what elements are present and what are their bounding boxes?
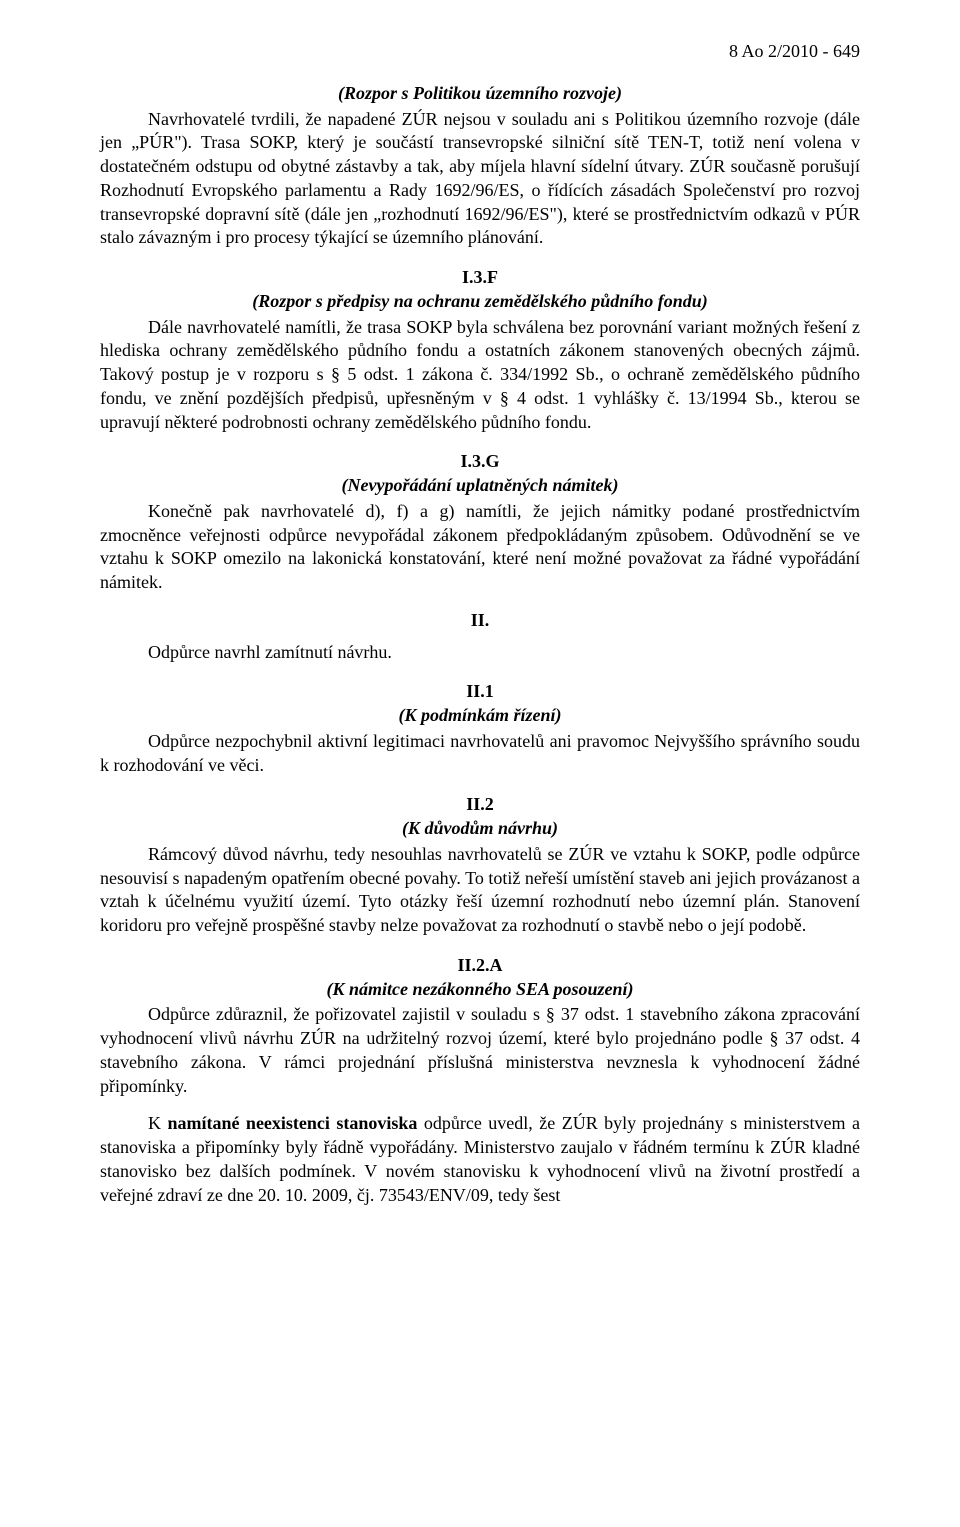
- paragraph-s6-p1: Rámcový důvod návrhu, tedy nesouhlas nav…: [100, 843, 860, 938]
- document-page: 8 Ao 2/2010 - 649 (Rozpor s Politikou úz…: [0, 0, 960, 1527]
- section-title-2: (Rozpor s předpisy na ochranu zemědělské…: [100, 290, 860, 314]
- section-num-5: II.1: [100, 680, 860, 704]
- paragraph-s2-p1: Dále navrhovatelé namítli, že trasa SOKP…: [100, 316, 860, 435]
- section-title-1: (Rozpor s Politikou územního rozvoje): [100, 82, 860, 106]
- section-num-3: I.3.G: [100, 450, 860, 474]
- paragraph-s7-p1: Odpůrce zdůraznil, že pořizovatel zajist…: [100, 1003, 860, 1098]
- section-num-6: II.2: [100, 793, 860, 817]
- text-run: K: [148, 1113, 167, 1133]
- paragraph-s5-p1: Odpůrce nezpochybnil aktivní legitimaci …: [100, 730, 860, 778]
- paragraph-s4-p1: Odpůrce navrhl zamítnutí návrhu.: [100, 641, 860, 665]
- section-title-3: (Nevypořádání uplatněných námitek): [100, 474, 860, 498]
- case-number: 8 Ao 2/2010 - 649: [100, 40, 860, 64]
- section-title-6: (K důvodům návrhu): [100, 817, 860, 841]
- text-run-bold: namítané neexistenci stanoviska: [167, 1113, 417, 1133]
- section-num-4: II.: [100, 609, 860, 633]
- section-title-7: (K námitce nezákonného SEA posouzení): [100, 978, 860, 1002]
- paragraph-s1-p1: Navrhovatelé tvrdili, že napadené ZÚR ne…: [100, 108, 860, 251]
- paragraph-s3-p1: Konečně pak navrhovatelé d), f) a g) nam…: [100, 500, 860, 595]
- section-title-5: (K podmínkám řízení): [100, 704, 860, 728]
- section-num-2: I.3.F: [100, 266, 860, 290]
- paragraph-s7-p2: K namítané neexistenci stanoviska odpůrc…: [100, 1112, 860, 1207]
- section-num-7: II.2.A: [100, 954, 860, 978]
